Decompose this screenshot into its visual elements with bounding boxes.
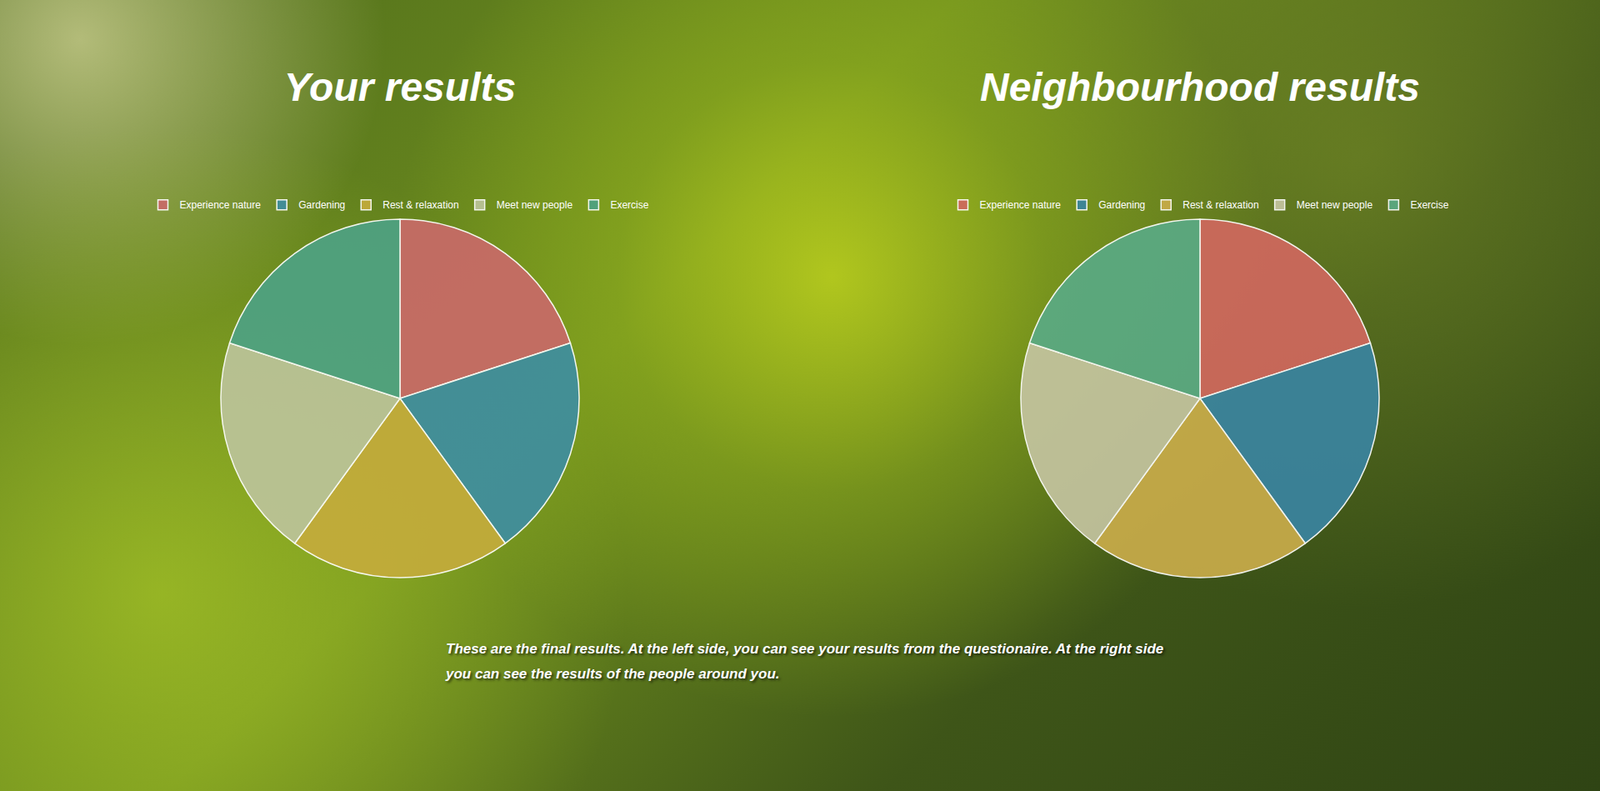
svg-text:Gardening: Gardening — [298, 199, 345, 211]
svg-text:Exercise: Exercise — [610, 199, 649, 211]
svg-text:Meet new people: Meet new people — [1296, 199, 1374, 211]
svg-text:Gardening: Gardening — [1098, 199, 1145, 211]
svg-text:Your results: Your results — [284, 65, 516, 110]
svg-text:Experience nature: Experience nature — [980, 199, 1062, 211]
svg-text:Neighbourhood results: Neighbourhood results — [980, 65, 1420, 110]
svg-text:Exercise: Exercise — [1410, 199, 1449, 211]
svg-text:Experience nature: Experience nature — [180, 199, 262, 211]
svg-text:Meet new people: Meet new people — [496, 199, 574, 211]
svg-text:Rest & relaxation: Rest & relaxation — [382, 199, 459, 211]
svg-text:Rest & relaxation: Rest & relaxation — [1182, 199, 1259, 211]
html-text:These are the final results. A: These are the final results. At the left… — [445, 640, 1164, 682]
